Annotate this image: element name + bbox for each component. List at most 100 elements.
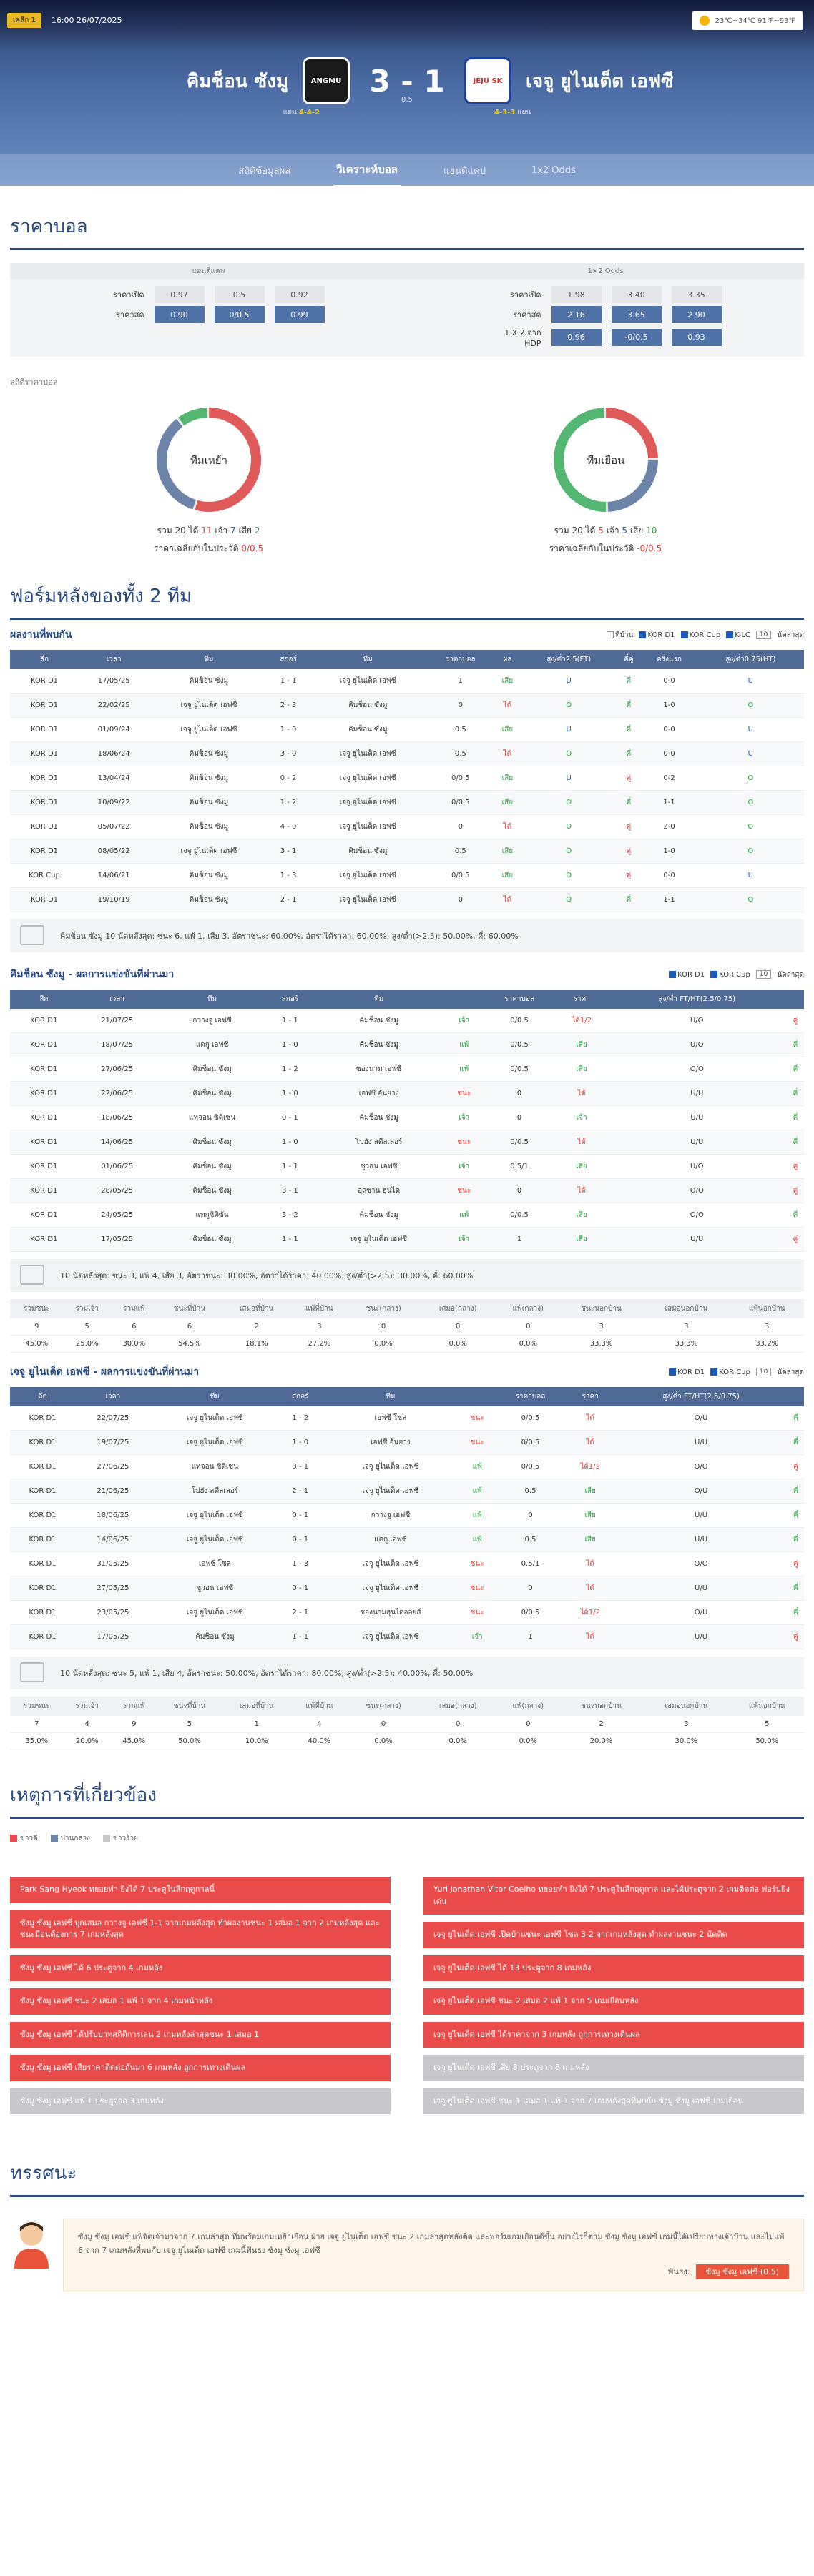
table-cell[interactable]: เจจู ยูไนเต็ด เอฟซี [308, 741, 428, 766]
h2h-count-select[interactable]: 10 [755, 631, 772, 639]
away-opt-d1[interactable]: KOR D1 [669, 1368, 705, 1376]
table-cell[interactable]: เอฟซี อันยาง [321, 1430, 460, 1455]
table-cell[interactable]: เจจู ยูไนเต็ด เอฟซี [150, 1600, 279, 1625]
table-cell: U/U [614, 1430, 788, 1455]
table-cell[interactable]: เจจู ยูไนเต็ด เอฟซี [308, 766, 428, 791]
table-cell[interactable]: คิมช็อน ซังมู [149, 863, 269, 888]
table-cell: KOR D1 [10, 1503, 75, 1528]
table-cell[interactable]: เจจู ยูไนเต็ด เอฟซี [321, 1551, 460, 1576]
table-cell[interactable]: เจจู ยูไนเต็ด เอฟซี [321, 1479, 460, 1504]
home-team-logo[interactable]: ANGMU [303, 57, 350, 104]
table-cell[interactable]: ซูวอน เอฟซี [312, 1154, 446, 1179]
table-cell[interactable]: เจจู ยูไนเต็ด เอฟซี [150, 1430, 279, 1455]
table-cell: 13/04/24 [78, 766, 149, 791]
h2h-opt-home[interactable]: ที่บ้าน [607, 630, 633, 641]
stat-header: แพ้ที่บ้าน [291, 1697, 348, 1716]
table-cell[interactable]: คิมช็อน ซังมู [312, 1203, 446, 1228]
home-opt-cup[interactable]: KOR Cup [710, 970, 750, 979]
table-cell: 2 - 1 [279, 1600, 322, 1625]
home-opt-d1[interactable]: KOR D1 [669, 970, 705, 979]
table-cell[interactable]: คิมช็อน ซังมู [308, 839, 428, 864]
table-cell: ได้ [565, 1406, 615, 1431]
table-cell[interactable]: คิมช็อน ซังมู [156, 1154, 268, 1179]
h2h-opt-cup[interactable]: KOR Cup [680, 631, 720, 639]
table-cell[interactable]: คิมช็อน ซังมู [149, 741, 269, 766]
away-opt-cup[interactable]: KOR Cup [710, 1368, 750, 1376]
table-cell[interactable]: คิมช็อน ซังมู [150, 1624, 279, 1649]
table-cell: เสีย [493, 766, 521, 791]
table-cell: U [697, 741, 804, 766]
table-cell[interactable]: คิมช็อน ซังมู [149, 887, 269, 912]
table-cell[interactable]: แทจอน ซิติเซน [156, 1105, 268, 1130]
table-cell[interactable]: เจจู ยูไนเต็ด เอฟซี [150, 1527, 279, 1552]
table-cell[interactable]: คิมช็อน ซังมู [156, 1057, 268, 1082]
table-cell[interactable]: กวางจู เอฟซี [156, 1009, 268, 1033]
table-cell[interactable]: ซูวอน เอฟซี [150, 1576, 279, 1601]
table-cell[interactable]: เจจู ยูไนเต็ด เอฟซี [149, 839, 269, 864]
tab-handicap[interactable]: แฮนดิแคป [443, 165, 486, 177]
table-cell[interactable]: คิมช็อน ซังมู [312, 1009, 446, 1033]
h2h-opt-klc[interactable]: K-LC [726, 631, 750, 639]
table-cell[interactable]: คิมช็อน ซังมู [149, 814, 269, 839]
table-cell[interactable]: เจจู ยูไนเต็ด เอฟซี [308, 814, 428, 839]
table-cell[interactable]: คิมช็อน ซังมู [149, 669, 269, 694]
table-cell[interactable]: เจจู ยูไนเต็ด เอฟซี [150, 1406, 279, 1431]
away-count-select[interactable]: 10 [755, 1368, 772, 1376]
tab-analysis[interactable]: วิเคราะห์บอล [333, 154, 401, 186]
table-cell[interactable]: เจจู ยูไนเต็ด เอฟซี [150, 1503, 279, 1528]
league-badge[interactable]: เคลีก 1 [7, 13, 41, 28]
tab-1x2[interactable]: 1x2 Odds [531, 164, 576, 176]
table-cell[interactable]: คิมช็อน ซังมู [156, 1130, 268, 1155]
table-cell: ชนะ [459, 1551, 496, 1576]
table-cell: U/U [607, 1227, 787, 1252]
table-cell[interactable]: อุลซาน ฮุนได [312, 1178, 446, 1203]
pick-badge[interactable]: ซังมู ซังมู เอฟซี (0.5) [695, 2264, 789, 2280]
home-team-name[interactable]: คิมช็อน ซังมู [186, 70, 288, 92]
table-cell[interactable]: คิมช็อน ซังมู [308, 717, 428, 742]
table-cell[interactable]: คิมช็อน ซังมู [156, 1178, 268, 1203]
stat-header: เสมอที่บ้าน [222, 1299, 292, 1318]
table-cell[interactable]: เจจู ยูไนเต็ด เอฟซี [149, 717, 269, 742]
table-cell[interactable]: เจจู ยูไนเต็ด เอฟซี [308, 887, 428, 912]
table-cell[interactable]: คิมช็อน ซังมู [149, 766, 269, 791]
table-cell[interactable]: เจจู ยูไนเต็ด เอฟซี [321, 1576, 460, 1601]
table-cell[interactable]: เอฟซี โซล [321, 1406, 460, 1431]
table-cell: KOR D1 [10, 1406, 75, 1431]
away-team-logo[interactable]: JEJU SK [464, 57, 511, 104]
table-cell[interactable]: เจจู ยูไนเต็ด เอฟซี [149, 693, 269, 718]
table-cell[interactable]: แทกูซิติซัน [156, 1203, 268, 1228]
table-cell: KOR D1 [10, 1430, 75, 1455]
table-cell[interactable]: คิมช็อน ซังมู [156, 1081, 268, 1106]
table-cell[interactable]: ซองนามฮุนไดออยส์ [321, 1600, 460, 1625]
table-cell[interactable]: เจจู ยูไนเต็ด เอฟซี [308, 790, 428, 815]
table-cell[interactable]: เจจู ยูไนเต็ด เอฟซี [308, 669, 428, 694]
away-team-name[interactable]: เจจู ยูไนเต็ด เอฟซี [526, 70, 674, 92]
h2h-opt-d1[interactable]: KOR D1 [639, 631, 675, 639]
table-cell[interactable]: เอฟซี อันยาง [312, 1081, 446, 1106]
home-count-select[interactable]: 10 [755, 970, 772, 979]
stat-header: แพ้(กลาง) [496, 1697, 560, 1716]
table-cell[interactable]: คิมช็อน ซังมู [149, 790, 269, 815]
table-header: ลีก [39, 656, 49, 663]
table-cell[interactable]: เอฟซี โซล [150, 1551, 279, 1576]
table-cell[interactable]: คิมช็อน ซังมู [156, 1227, 268, 1252]
table-cell[interactable]: โปฮัง สตีลเลอร์ [150, 1479, 279, 1504]
table-cell[interactable]: คิมช็อน ซังมู [312, 1032, 446, 1057]
table-cell[interactable]: เจจู ยูไนเต็ด เอฟซี [312, 1227, 446, 1252]
table-cell[interactable]: แดกู เอฟซี [321, 1527, 460, 1552]
table-cell[interactable]: กวางจู เอฟซี [321, 1503, 460, 1528]
table-cell[interactable]: แทจอน ซิติเซน [150, 1454, 279, 1479]
table-cell[interactable]: แดกู เอฟซี [156, 1032, 268, 1057]
table-cell[interactable]: เจจู ยูไนเต็ด เอฟซี [308, 863, 428, 888]
table-cell[interactable]: ซองนาม เอฟซี [312, 1057, 446, 1082]
table-cell[interactable]: เจจู ยูไนเต็ด เอฟซี [321, 1454, 460, 1479]
table-cell: 0/0.5 [495, 1406, 566, 1431]
table-cell: เสีย [556, 1057, 607, 1082]
tab-stats[interactable]: สถิติข้อมูลผล [238, 165, 291, 177]
table-cell[interactable]: คิมช็อน ซังมู [312, 1105, 446, 1130]
table-cell[interactable]: เจจู ยูไนเต็ด เอฟซี [321, 1624, 460, 1649]
table-cell[interactable]: โปฮัง สตีลเลอร์ [312, 1130, 446, 1155]
odds-handicap: ราคาเปิด 0.97 0.5 0.92 ราคาสด 0.90 0/0.5 0.99 [10, 279, 407, 351]
table-cell: คู่ [616, 814, 642, 839]
table-cell[interactable]: คิมช็อน ซังมู [308, 693, 428, 718]
